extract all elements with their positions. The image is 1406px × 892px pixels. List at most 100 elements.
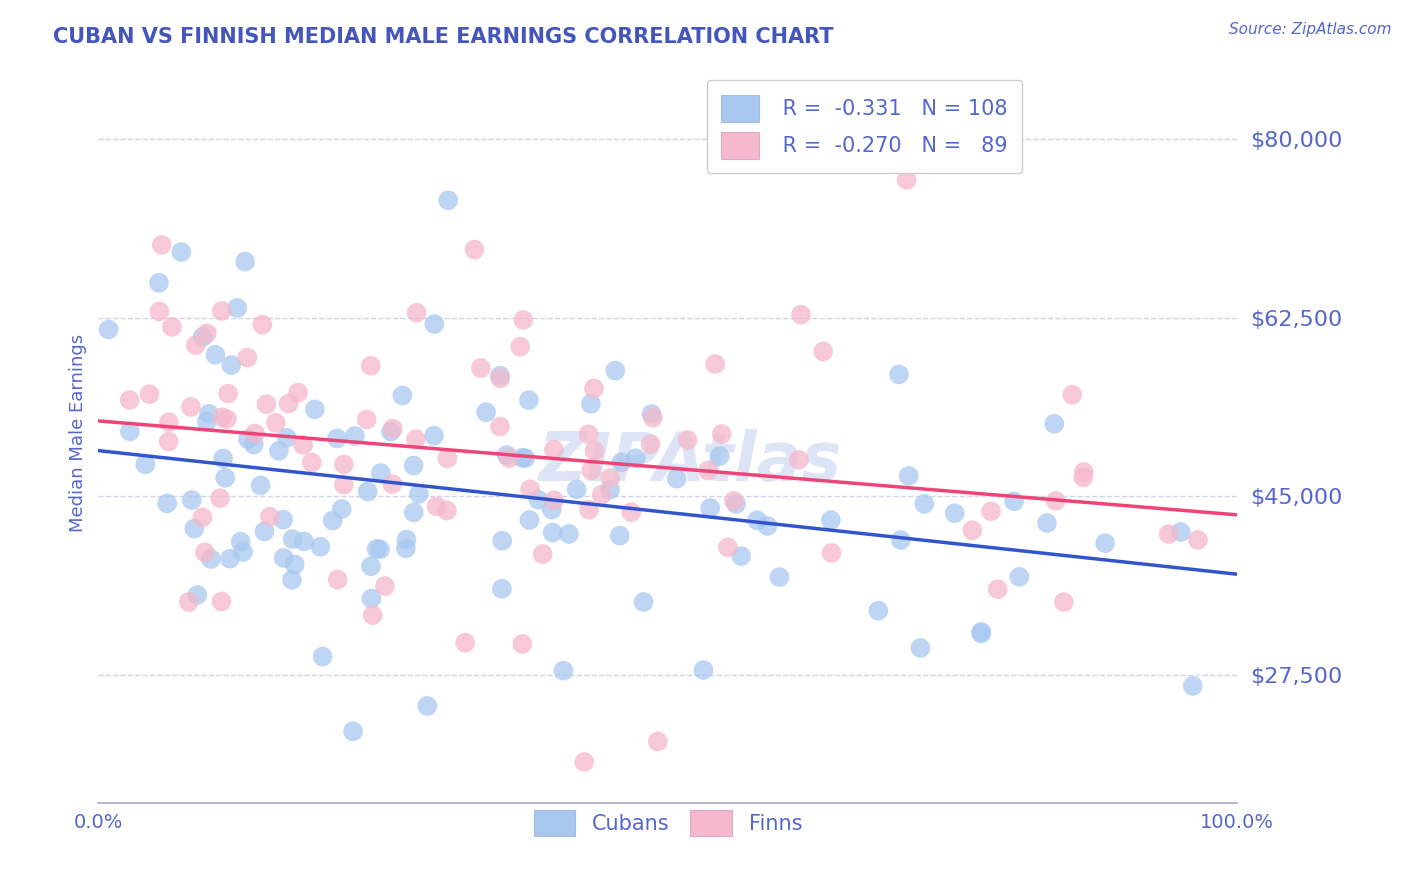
Point xyxy=(380,425,402,439)
Point xyxy=(402,505,425,519)
Point xyxy=(134,458,156,472)
Point xyxy=(180,493,202,508)
Point xyxy=(970,626,993,640)
Point xyxy=(491,582,513,596)
Point xyxy=(543,493,565,508)
Point xyxy=(148,304,170,318)
Point xyxy=(326,431,349,445)
Point xyxy=(730,549,752,563)
Point xyxy=(184,338,207,352)
Point xyxy=(416,698,439,713)
Point xyxy=(709,449,731,463)
Point xyxy=(609,528,631,542)
Point xyxy=(578,427,600,442)
Point xyxy=(665,472,688,486)
Point xyxy=(581,463,603,477)
Point xyxy=(214,471,236,485)
Point xyxy=(180,400,202,414)
Point xyxy=(209,491,232,505)
Point xyxy=(253,524,276,539)
Point xyxy=(194,545,217,559)
Point xyxy=(1045,493,1067,508)
Point xyxy=(463,243,485,257)
Point xyxy=(489,368,512,383)
Point xyxy=(177,595,200,609)
Point xyxy=(1036,516,1059,530)
Point xyxy=(437,194,460,208)
Point xyxy=(962,523,984,537)
Point xyxy=(531,547,554,561)
Legend: Cubans, Finns: Cubans, Finns xyxy=(526,802,810,844)
Point xyxy=(333,477,356,491)
Point xyxy=(470,361,492,376)
Point xyxy=(311,649,333,664)
Point xyxy=(605,363,627,377)
Point xyxy=(138,387,160,401)
Point xyxy=(198,407,221,421)
Point xyxy=(343,429,366,443)
Point xyxy=(252,318,274,332)
Point xyxy=(309,540,332,554)
Point xyxy=(391,388,413,402)
Point xyxy=(510,450,533,465)
Point xyxy=(699,501,721,516)
Point xyxy=(236,351,259,365)
Point xyxy=(897,469,920,483)
Point xyxy=(160,319,183,334)
Point xyxy=(558,527,581,541)
Point xyxy=(1170,524,1192,539)
Point xyxy=(582,381,605,395)
Point xyxy=(1043,417,1066,431)
Point xyxy=(517,393,540,408)
Point xyxy=(273,551,295,566)
Point xyxy=(211,410,233,425)
Point xyxy=(887,368,910,382)
Point xyxy=(423,317,446,331)
Y-axis label: Median Male Earnings: Median Male Earnings xyxy=(69,334,87,532)
Point xyxy=(254,397,277,411)
Point xyxy=(1094,536,1116,550)
Point xyxy=(717,541,740,555)
Point xyxy=(195,415,218,429)
Point xyxy=(498,451,520,466)
Point xyxy=(259,509,281,524)
Point xyxy=(579,397,602,411)
Point xyxy=(277,396,299,410)
Point xyxy=(1062,388,1084,402)
Point xyxy=(357,484,380,499)
Point xyxy=(333,458,356,472)
Point xyxy=(360,559,382,574)
Point xyxy=(725,497,748,511)
Text: ZIPAtlas: ZIPAtlas xyxy=(538,429,842,495)
Point xyxy=(820,546,842,560)
Point xyxy=(211,304,233,318)
Point xyxy=(745,513,768,527)
Point xyxy=(425,500,447,514)
Point xyxy=(756,519,779,533)
Point xyxy=(281,573,304,587)
Point xyxy=(624,451,647,466)
Point xyxy=(540,502,562,516)
Point xyxy=(157,415,180,429)
Point xyxy=(405,432,427,446)
Point xyxy=(366,541,388,556)
Point xyxy=(267,443,290,458)
Point xyxy=(912,497,935,511)
Point xyxy=(322,514,344,528)
Point xyxy=(1002,494,1025,508)
Point xyxy=(118,392,141,407)
Point xyxy=(583,444,606,458)
Point xyxy=(868,604,890,618)
Text: Source: ZipAtlas.com: Source: ZipAtlas.com xyxy=(1229,22,1392,37)
Point xyxy=(723,494,745,508)
Point xyxy=(292,438,315,452)
Point xyxy=(620,505,643,519)
Point xyxy=(787,453,810,467)
Point xyxy=(356,412,378,426)
Point xyxy=(768,570,790,584)
Point xyxy=(970,624,993,639)
Point xyxy=(599,471,621,485)
Point xyxy=(381,477,404,491)
Point xyxy=(118,425,141,439)
Point xyxy=(890,533,912,547)
